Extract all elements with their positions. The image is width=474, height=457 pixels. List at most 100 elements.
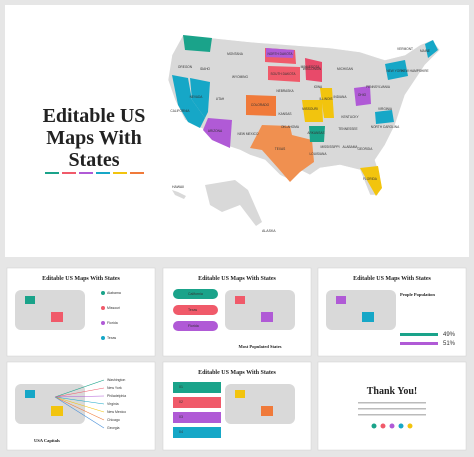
heading: People Population [400, 292, 435, 297]
state-label: MISSOURI [302, 107, 318, 111]
item-label: Florida [188, 324, 199, 328]
state-label: KENTUCKY [341, 115, 359, 119]
mini-state [261, 312, 273, 322]
state-label: IDAHO [200, 67, 211, 71]
pin [101, 291, 105, 295]
dashes [45, 172, 144, 174]
state-label: CALIFORNIA [170, 109, 190, 113]
social-icon [371, 423, 377, 429]
state-label: OREGON [178, 65, 193, 69]
state-label: KANSAS [279, 112, 292, 116]
mini-state [362, 312, 374, 322]
mini-state [25, 296, 35, 304]
state-label: NORTH CAROLINA [371, 125, 400, 129]
state-label: ARKANSAS [307, 131, 324, 135]
state-label: SOUTH DAKOTA [271, 72, 297, 76]
thumbnail [317, 361, 467, 451]
state-label: COLORADO [251, 103, 270, 107]
state-label: WISCONSIN [303, 67, 322, 71]
item-label: Florida [107, 321, 118, 325]
item-label: 02 [179, 400, 183, 404]
item-label: Georgia [107, 426, 120, 430]
item-label: 49% [443, 332, 456, 338]
pill [173, 321, 218, 331]
state-label: VERMONT [397, 47, 413, 51]
text-line [358, 408, 426, 410]
state-label: UTAH [216, 97, 225, 101]
state-label: MISSISSIPPI [321, 145, 340, 149]
pill [173, 305, 218, 315]
state-label: MINNESOTA [301, 65, 321, 69]
item-label: Texas [107, 336, 116, 340]
mini-state [261, 406, 273, 416]
box [173, 427, 221, 438]
state-label: MAINE [420, 49, 430, 53]
main-title: States [68, 149, 119, 171]
mini-state [235, 296, 245, 304]
main-title: Maps With [46, 127, 141, 149]
box [173, 412, 221, 423]
pin [101, 306, 105, 310]
item-label: New Mexico [107, 410, 126, 414]
social-icon [398, 423, 404, 429]
state-label: PENNSYLVANIA [366, 85, 391, 89]
state-label: ALASKA [262, 229, 276, 233]
state-label: VIRGINIA [378, 107, 393, 111]
footer: Most Populated States [239, 344, 282, 349]
state-label: FLORIDA [363, 177, 378, 181]
item-label: Missouri [107, 306, 120, 310]
state-label: NEW YORK [386, 69, 404, 73]
state-label: LOUISIANA [309, 152, 327, 156]
item-label: Washington [107, 378, 125, 382]
state-label: TENNESSEE [338, 127, 357, 131]
pointer [54, 396, 105, 429]
bar-icons [400, 342, 438, 345]
pin [101, 321, 105, 325]
mini-state [25, 390, 35, 398]
item-label: New York [107, 386, 122, 390]
thumbnail-title: Editable US Maps With States [42, 276, 120, 282]
item-label: Texas [188, 308, 197, 312]
pin [101, 336, 105, 340]
state-label: INDIANA [334, 95, 348, 99]
mini-state [336, 296, 346, 304]
pill [173, 289, 218, 299]
pointer [54, 387, 105, 398]
pointer [54, 396, 105, 421]
pointer [54, 396, 105, 405]
text-line [358, 402, 426, 404]
us-map [167, 34, 441, 226]
state-label: MICHIGAN [337, 67, 354, 71]
item-label: 51% [443, 341, 456, 347]
item-label: Alabama [107, 291, 121, 295]
state-label: WYOMING [232, 75, 248, 79]
social-icon [407, 423, 413, 429]
thumbnail-title: Editable US Maps With States [198, 370, 276, 376]
state-label: ALABAMA [342, 145, 358, 149]
item-label: 01 [179, 385, 183, 389]
state-label: OKLAHOMA [281, 125, 300, 129]
mini-state [235, 390, 245, 398]
mini-state [51, 312, 63, 322]
thumbnail-title: Editable US Maps With States [353, 276, 431, 282]
thumbnail-title: Editable US Maps With States [198, 276, 276, 282]
footer: USA Capitals [34, 438, 60, 443]
state-label: NEW HAMPSHIRE [401, 69, 428, 73]
item-label: California [188, 292, 203, 296]
item-label: 03 [179, 415, 183, 419]
state-label: GEORGIA [358, 147, 374, 151]
state-label: NORTH DAKOTA [267, 52, 293, 56]
state-label: ILLINOIS [319, 97, 332, 101]
pointer [54, 396, 105, 413]
mini-state [51, 406, 63, 416]
thumbnail-title: Thank You! [367, 386, 418, 397]
pointer [54, 379, 105, 398]
item-label: 04 [179, 430, 183, 434]
text-line [358, 414, 426, 416]
state-label: OHIO [358, 93, 367, 97]
social-icon [389, 423, 395, 429]
item-label: Chicago [107, 418, 120, 422]
state-label: HAWAII [172, 185, 184, 189]
item-label: Philadelphia [107, 394, 126, 398]
